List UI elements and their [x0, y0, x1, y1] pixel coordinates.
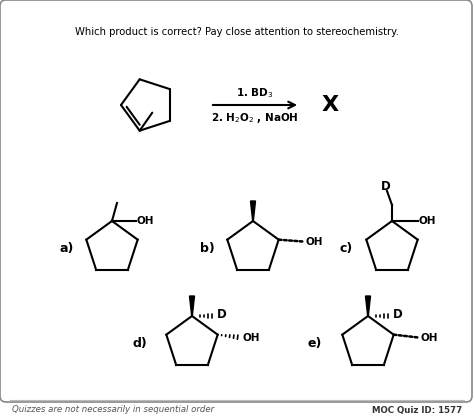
- Text: MOC Quiz ID: 1577: MOC Quiz ID: 1577: [372, 405, 462, 414]
- Text: OH: OH: [306, 237, 323, 247]
- Text: OH: OH: [137, 216, 155, 226]
- Text: c): c): [340, 241, 353, 254]
- Text: OH: OH: [421, 333, 438, 343]
- Text: a): a): [60, 241, 74, 254]
- Text: D: D: [393, 309, 403, 322]
- FancyBboxPatch shape: [0, 0, 472, 402]
- Text: e): e): [308, 337, 322, 349]
- Polygon shape: [190, 296, 194, 316]
- Text: D: D: [217, 309, 227, 322]
- Text: Which product is correct? Pay close attention to stereochemistry.: Which product is correct? Pay close atte…: [75, 27, 399, 37]
- Text: D: D: [381, 179, 391, 193]
- Text: b): b): [200, 241, 215, 254]
- Text: 2. H$_2$O$_2$ , NaOH: 2. H$_2$O$_2$ , NaOH: [211, 111, 299, 125]
- Text: Quizzes are not necessarily in sequential order: Quizzes are not necessarily in sequentia…: [12, 405, 214, 414]
- Text: OH: OH: [243, 333, 260, 343]
- Polygon shape: [250, 201, 255, 221]
- Polygon shape: [365, 296, 371, 316]
- Text: OH: OH: [419, 216, 437, 226]
- Text: d): d): [133, 337, 148, 349]
- Text: X: X: [321, 95, 338, 115]
- Text: 1. BD$_3$: 1. BD$_3$: [236, 86, 273, 100]
